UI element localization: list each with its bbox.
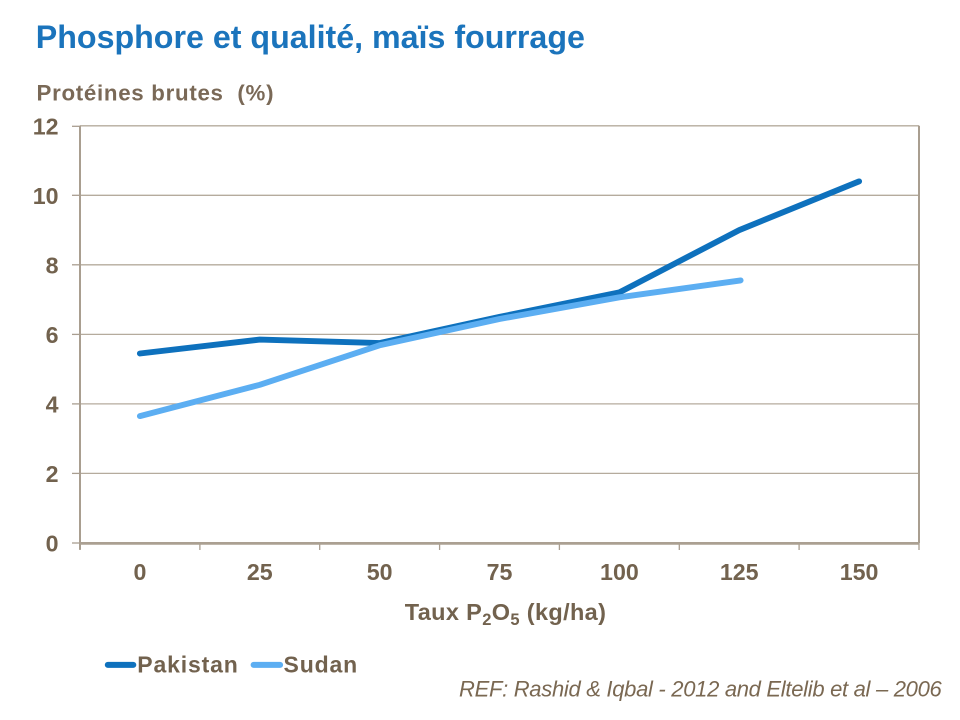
svg-text:100: 100	[600, 559, 639, 585]
svg-text:Sudan: Sudan	[284, 652, 359, 678]
svg-text:Taux P2O5 (kg/ha): Taux P2O5 (kg/ha)	[405, 599, 606, 629]
svg-text:12: 12	[33, 113, 59, 139]
svg-text:2: 2	[46, 461, 59, 487]
svg-text:150: 150	[840, 559, 879, 585]
svg-text:Phosphore et qualité, maïs fou: Phosphore et qualité, maïs fourrage	[36, 19, 585, 55]
svg-text:0: 0	[133, 559, 146, 585]
svg-text:Protéines brutes (%): Protéines brutes (%)	[37, 81, 275, 106]
svg-text:8: 8	[46, 252, 59, 278]
svg-text:50: 50	[367, 559, 393, 585]
svg-text:125: 125	[720, 559, 759, 585]
svg-text:4: 4	[46, 391, 59, 417]
svg-text:Pakistan: Pakistan	[137, 652, 238, 678]
svg-text:0: 0	[46, 531, 59, 557]
svg-text:REF: Rashid & Iqbal - 2012 and: REF: Rashid & Iqbal - 2012 and Eltelib e…	[459, 677, 943, 702]
svg-text:25: 25	[247, 559, 273, 585]
svg-text:6: 6	[46, 322, 59, 348]
svg-text:10: 10	[33, 183, 59, 209]
svg-text:75: 75	[487, 559, 513, 585]
